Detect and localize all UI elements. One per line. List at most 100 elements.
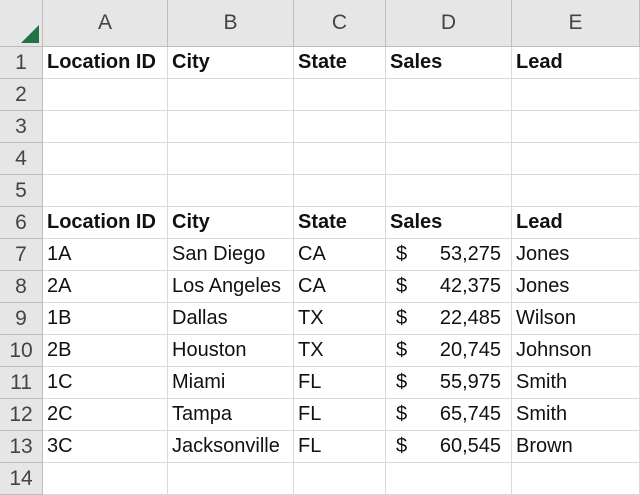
- cell-a8[interactable]: 2A: [43, 271, 168, 303]
- column-header-b[interactable]: B: [168, 0, 294, 47]
- cell-d8[interactable]: $42,375: [386, 271, 512, 303]
- cell-e10[interactable]: Johnson: [512, 335, 640, 367]
- cell-e6[interactable]: Lead: [512, 207, 640, 239]
- cell-d14[interactable]: [386, 463, 512, 495]
- cell-e8[interactable]: Jones: [512, 271, 640, 303]
- column-header-e[interactable]: E: [512, 0, 640, 47]
- cell-e4[interactable]: [512, 143, 640, 175]
- cell-a3[interactable]: [43, 111, 168, 143]
- cell-c8[interactable]: CA: [294, 271, 386, 303]
- cell-c6[interactable]: State: [294, 207, 386, 239]
- cell-e9[interactable]: Wilson: [512, 303, 640, 335]
- cell-a13[interactable]: 3C: [43, 431, 168, 463]
- cell-d10[interactable]: $20,745: [386, 335, 512, 367]
- cell-d5[interactable]: [386, 175, 512, 207]
- cell-d11[interactable]: $55,975: [386, 367, 512, 399]
- cell-d4[interactable]: [386, 143, 512, 175]
- column-header-a[interactable]: A: [43, 0, 168, 47]
- cell-c13[interactable]: FL: [294, 431, 386, 463]
- cell-e5[interactable]: [512, 175, 640, 207]
- row-header-5[interactable]: 5: [0, 175, 43, 207]
- currency-symbol: $: [396, 435, 408, 457]
- row-header-1[interactable]: 1: [0, 47, 43, 79]
- cell-b10[interactable]: Houston: [168, 335, 294, 367]
- cell-c14[interactable]: [294, 463, 386, 495]
- cell-e2[interactable]: [512, 79, 640, 111]
- cell-c11[interactable]: FL: [294, 367, 386, 399]
- sales-amount: 42,375: [439, 275, 501, 297]
- cell-e13[interactable]: Brown: [512, 431, 640, 463]
- row-header-3[interactable]: 3: [0, 111, 43, 143]
- cell-b7[interactable]: San Diego: [168, 239, 294, 271]
- cell-b12[interactable]: Tampa: [168, 399, 294, 431]
- select-all-corner[interactable]: [0, 0, 43, 47]
- cell-a7[interactable]: 1A: [43, 239, 168, 271]
- cell-c1[interactable]: State: [294, 47, 386, 79]
- cell-c2[interactable]: [294, 79, 386, 111]
- sales-amount: 22,485: [439, 307, 501, 329]
- cell-e12[interactable]: Smith: [512, 399, 640, 431]
- cell-a12[interactable]: 2C: [43, 399, 168, 431]
- cell-d1[interactable]: Sales: [386, 47, 512, 79]
- cell-a4[interactable]: [43, 143, 168, 175]
- cell-b2[interactable]: [168, 79, 294, 111]
- row-header-2[interactable]: 2: [0, 79, 43, 111]
- row-header-10[interactable]: 10: [0, 335, 43, 367]
- row-header-14[interactable]: 14: [0, 463, 43, 495]
- cell-c12[interactable]: FL: [294, 399, 386, 431]
- cell-a2[interactable]: [43, 79, 168, 111]
- row-header-4[interactable]: 4: [0, 143, 43, 175]
- cell-b4[interactable]: [168, 143, 294, 175]
- cell-b13[interactable]: Jacksonville: [168, 431, 294, 463]
- cell-d9[interactable]: $22,485: [386, 303, 512, 335]
- column-header-d[interactable]: D: [386, 0, 512, 47]
- cell-a9[interactable]: 1B: [43, 303, 168, 335]
- row-header-7[interactable]: 7: [0, 239, 43, 271]
- currency-symbol: $: [396, 275, 408, 297]
- row-header-13[interactable]: 13: [0, 431, 43, 463]
- cell-c10[interactable]: TX: [294, 335, 386, 367]
- cell-a1[interactable]: Location ID: [43, 47, 168, 79]
- row-header-11[interactable]: 11: [0, 367, 43, 399]
- cell-b1[interactable]: City: [168, 47, 294, 79]
- cell-a14[interactable]: [43, 463, 168, 495]
- cell-e3[interactable]: [512, 111, 640, 143]
- currency-symbol: $: [396, 403, 408, 425]
- cell-d3[interactable]: [386, 111, 512, 143]
- cell-a5[interactable]: [43, 175, 168, 207]
- cell-c5[interactable]: [294, 175, 386, 207]
- row-header-12[interactable]: 12: [0, 399, 43, 431]
- cell-d6[interactable]: Sales: [386, 207, 512, 239]
- row-header-6[interactable]: 6: [0, 207, 43, 239]
- cell-b11[interactable]: Miami: [168, 367, 294, 399]
- cell-b3[interactable]: [168, 111, 294, 143]
- cell-d2[interactable]: [386, 79, 512, 111]
- cell-b9[interactable]: Dallas: [168, 303, 294, 335]
- cell-b8[interactable]: Los Angeles: [168, 271, 294, 303]
- cell-c9[interactable]: TX: [294, 303, 386, 335]
- sales-amount: 55,975: [439, 371, 501, 393]
- cell-b6[interactable]: City: [168, 207, 294, 239]
- cell-c4[interactable]: [294, 143, 386, 175]
- sales-amount: 60,545: [439, 435, 501, 457]
- cell-e1[interactable]: Lead: [512, 47, 640, 79]
- cell-a6[interactable]: Location ID: [43, 207, 168, 239]
- cell-a11[interactable]: 1C: [43, 367, 168, 399]
- cell-e14[interactable]: [512, 463, 640, 495]
- cell-d12[interactable]: $65,745: [386, 399, 512, 431]
- cell-b14[interactable]: [168, 463, 294, 495]
- cell-d13[interactable]: $60,545: [386, 431, 512, 463]
- currency-symbol: $: [396, 307, 408, 329]
- cell-c7[interactable]: CA: [294, 239, 386, 271]
- sales-amount: 65,745: [439, 403, 501, 425]
- cell-e7[interactable]: Jones: [512, 239, 640, 271]
- row-header-8[interactable]: 8: [0, 271, 43, 303]
- cell-a10[interactable]: 2B: [43, 335, 168, 367]
- column-header-c[interactable]: C: [294, 0, 386, 47]
- cell-c3[interactable]: [294, 111, 386, 143]
- row-header-9[interactable]: 9: [0, 303, 43, 335]
- cell-d7[interactable]: $53,275: [386, 239, 512, 271]
- cell-b5[interactable]: [168, 175, 294, 207]
- cell-e11[interactable]: Smith: [512, 367, 640, 399]
